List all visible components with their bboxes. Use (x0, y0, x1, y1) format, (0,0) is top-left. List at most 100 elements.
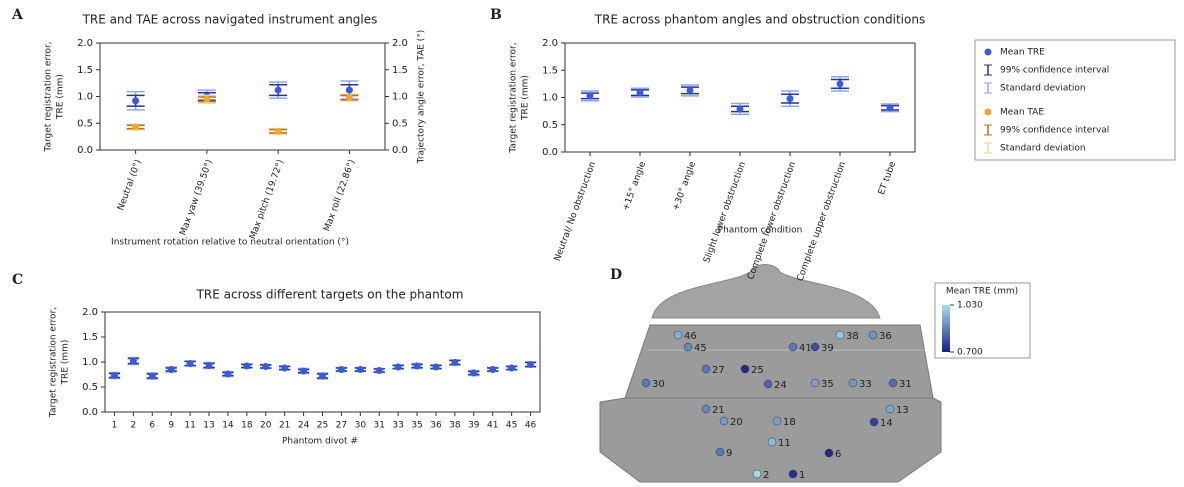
divot-marker (836, 331, 844, 339)
mean-marker (395, 364, 402, 371)
mean-marker (887, 104, 894, 111)
y-tick-label: 0.0 (77, 145, 93, 156)
mean-marker (470, 370, 477, 377)
mean-marker (414, 363, 421, 370)
x-tick-label: Neutral/ No obstruction (553, 160, 598, 262)
y-tick-label: 0.0 (82, 407, 98, 418)
divot-label: 1 (799, 470, 805, 481)
y-axis-label: Target registration error, (44, 41, 54, 152)
mean-marker (111, 372, 118, 379)
x-tick-label: 13 (203, 421, 214, 431)
legend-label: 99% confidence interval (1000, 126, 1109, 136)
divot-marker (642, 379, 650, 387)
mean-marker (357, 366, 364, 373)
divot-label: 13 (896, 405, 909, 416)
page: {"chart_data":[ {"type":"errorbar","pane… (0, 0, 1184, 487)
x-tick-label: 20 (260, 421, 272, 431)
x-tick-label: 24 (298, 421, 310, 431)
x-tick-label: Max yaw (39.50°) (178, 158, 215, 236)
mean-marker (132, 123, 139, 130)
y2-tick-label: 0.5 (392, 118, 408, 129)
divot-marker (768, 438, 776, 446)
divot-marker (849, 379, 857, 387)
x-tick-label: Complete lower obstruction (746, 160, 798, 281)
divot-marker (674, 331, 682, 339)
divot-marker (764, 380, 772, 388)
y-axis-label: TRE (mm) (521, 75, 531, 121)
divot-marker (684, 343, 692, 351)
colorbar-title: Mean TRE (mm) (946, 287, 1018, 297)
y-axis-label: Target registration error, (509, 42, 519, 153)
y-tick-label: 1.5 (82, 332, 98, 343)
mean-marker (300, 368, 307, 375)
x-tick-label: 18 (241, 421, 253, 431)
divot-label: 11 (778, 438, 791, 449)
phantom (600, 265, 941, 483)
y2-tick-label: 2.0 (392, 38, 408, 49)
panel-letter: C (12, 272, 23, 288)
mean-marker (737, 105, 744, 112)
y-tick-label: 1.5 (77, 65, 93, 76)
y-tick-label: 0.5 (77, 118, 93, 129)
x-tick-label: Complete upper obstruction (796, 160, 849, 282)
x-tick-label: 14 (222, 421, 234, 431)
divot-marker (789, 470, 797, 478)
divot-label: 38 (846, 331, 859, 342)
y-tick-label: 1.0 (82, 357, 98, 368)
mean-marker (203, 96, 210, 103)
mean-marker (132, 97, 139, 104)
x-tick-label: ET tube (877, 160, 898, 196)
divot-marker (773, 417, 781, 425)
x-tick-label: 41 (487, 421, 498, 431)
divot-marker (753, 470, 761, 478)
x-tick-label: Max pitch (19.72°) (248, 158, 286, 240)
chart-title: TRE across different targets on the phan… (196, 288, 464, 302)
mean-marker (376, 367, 383, 374)
x-tick-label: 1 (112, 421, 118, 431)
chart-title: TRE across phantom angles and obstructio… (594, 13, 925, 27)
x-tick-label: 2 (131, 421, 137, 431)
mean-marker (489, 366, 496, 373)
divot-label: 25 (751, 365, 764, 376)
x-tick-label: 11 (184, 421, 195, 431)
x-tick-label: 27 (336, 421, 347, 431)
mean-marker (243, 363, 250, 370)
mean-marker (206, 362, 213, 369)
plot-frame (565, 43, 915, 152)
divot-label: 46 (684, 331, 697, 342)
y-tick-label: 0.0 (542, 147, 558, 158)
divot-label: 6 (835, 449, 841, 460)
mean-marker (346, 94, 353, 101)
divot-label: 35 (821, 379, 834, 390)
divot-marker (716, 448, 724, 456)
mean-marker (281, 365, 288, 372)
x-tick-label: 6 (149, 421, 155, 431)
legend-label: Standard deviation (1000, 144, 1086, 154)
legend-label: Mean TRE (1000, 48, 1045, 58)
x-tick-label: Neutral (0°) (116, 158, 144, 212)
x-tick-label: 9 (168, 421, 174, 431)
x-axis-label: Phantom divot # (282, 437, 358, 447)
plot-frame (105, 312, 540, 412)
x-tick-label: +15° angle (621, 160, 648, 212)
mean-marker (168, 366, 175, 373)
mean-marker (787, 95, 794, 102)
x-tick-label: Max roll (22.86°) (322, 158, 357, 232)
y-tick-label: 1.0 (542, 93, 558, 104)
divot-marker (789, 343, 797, 351)
legend-label: 99% confidence interval (1000, 66, 1109, 76)
divot-label: 20 (730, 417, 743, 428)
figure: A0.00.51.01.52.00.00.51.01.52.0Target re… (0, 0, 1184, 487)
x-axis-label: Instrument rotation relative to neutral … (111, 238, 349, 248)
divot-marker (811, 379, 819, 387)
x-tick-label: 30 (355, 421, 367, 431)
divot-marker (720, 417, 728, 425)
divot-label: 2 (763, 470, 769, 481)
colorbar-tick-label: 1.030 (957, 301, 983, 311)
x-axis-label: Phantom condition (718, 226, 803, 236)
panel-letter: A (11, 7, 24, 23)
divot-marker (825, 449, 833, 457)
x-tick-label: 45 (506, 421, 517, 431)
divot-label: 24 (774, 380, 787, 391)
divot-label: 36 (879, 331, 892, 342)
